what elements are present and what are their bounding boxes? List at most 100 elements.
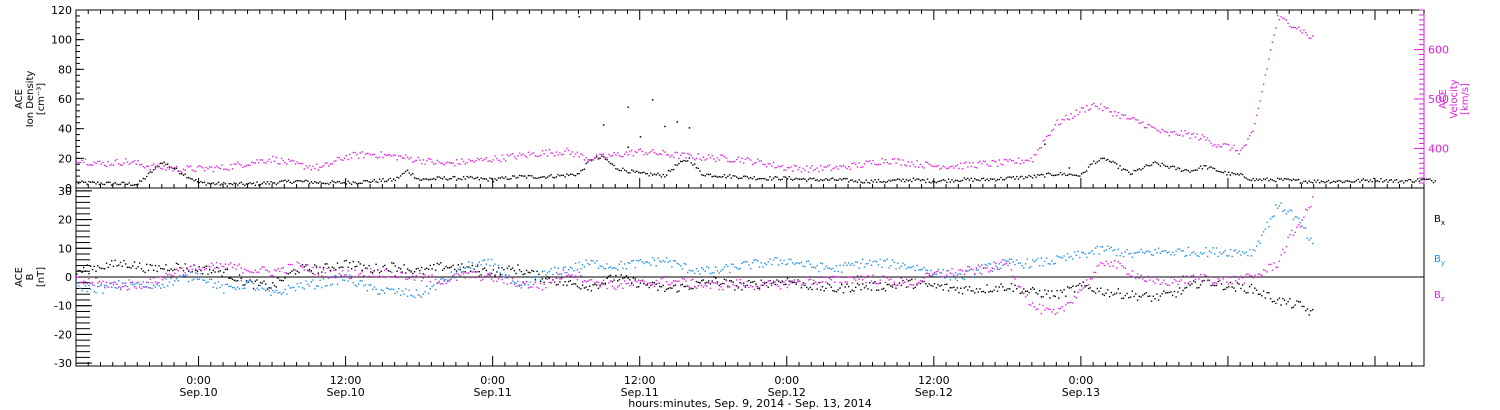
by-point: [821, 263, 824, 265]
bz-point: [392, 276, 395, 278]
velocity-point: [660, 153, 663, 156]
density-point: [202, 181, 204, 184]
density-point: [349, 182, 351, 184]
velocity-point: [594, 156, 596, 159]
velocity-point: [1129, 118, 1132, 120]
bx-point: [230, 277, 232, 279]
bx-point: [249, 279, 251, 281]
density-point: [296, 180, 298, 182]
bz-point: [279, 270, 281, 272]
bz-point: [1241, 277, 1244, 279]
density-point: [536, 177, 538, 180]
bz-point: [1101, 262, 1104, 265]
bx-point: [835, 291, 838, 293]
density-point: [518, 174, 521, 177]
bz-point: [107, 286, 109, 288]
density-point: [490, 178, 493, 180]
density-point: [1413, 181, 1415, 183]
bx-point: [506, 267, 509, 269]
density-point: [1007, 176, 1009, 178]
bz-point: [617, 286, 619, 288]
density-point: [916, 178, 918, 180]
bz-point: [356, 276, 358, 278]
density-point: [534, 177, 537, 179]
bz-point: [81, 281, 83, 283]
bz-point: [373, 275, 375, 278]
bx-point: [371, 271, 374, 274]
bz-point: [734, 284, 736, 287]
velocity-point: [673, 156, 675, 158]
density-point: [942, 179, 944, 181]
by-point: [1166, 252, 1169, 254]
density-point: [84, 181, 87, 183]
bz-point: [329, 270, 332, 273]
by-point: [352, 281, 354, 284]
bx-point: [599, 284, 601, 286]
density-point: [652, 174, 654, 176]
bx-point: [244, 284, 246, 286]
velocity-axis-label-line: [km/s]: [1460, 83, 1471, 115]
by-point: [342, 279, 344, 281]
density-point: [552, 176, 554, 179]
density-point: [280, 180, 283, 182]
bz-point: [214, 267, 216, 269]
density-point: [968, 179, 971, 181]
by-point: [951, 273, 953, 275]
bz-point: [1023, 292, 1025, 295]
bz-point: [683, 278, 685, 280]
by-point: [732, 263, 734, 266]
by-point: [925, 269, 927, 271]
velocity-point: [118, 163, 120, 165]
density-point: [715, 175, 717, 177]
density-point: [1187, 170, 1190, 172]
bz-point: [1296, 226, 1298, 228]
bx-point: [865, 285, 867, 287]
density-point: [622, 167, 624, 169]
density-point: [564, 176, 566, 178]
bz-point: [790, 282, 792, 284]
velocity-point: [163, 165, 165, 167]
bx-point: [394, 265, 396, 267]
by-point: [1229, 249, 1232, 251]
by-point: [1184, 255, 1186, 257]
bz-point: [1054, 313, 1056, 315]
by-point: [487, 258, 489, 261]
bx-point: [102, 267, 104, 270]
bz-point: [928, 274, 930, 276]
bx-point: [312, 272, 314, 275]
by-point: [149, 287, 151, 289]
bx-point: [490, 272, 493, 275]
by-point: [694, 272, 696, 275]
bz-point: [198, 268, 200, 270]
bz-point: [625, 282, 628, 285]
by-point: [245, 282, 248, 284]
by-point: [844, 262, 846, 264]
bz-point: [830, 278, 832, 281]
by-point: [618, 263, 621, 265]
bz-point: [534, 281, 537, 283]
by-point: [1103, 250, 1105, 252]
by-point: [1143, 252, 1146, 254]
bz-point: [800, 284, 803, 286]
by-point: [219, 286, 221, 289]
bx-point: [739, 282, 741, 284]
bz-point: [147, 287, 150, 289]
velocity-point: [702, 156, 705, 158]
by-point: [90, 288, 92, 290]
density-point: [310, 181, 312, 183]
density-point: [1105, 159, 1107, 161]
velocity-point: [1045, 135, 1048, 138]
by-point: [508, 274, 510, 277]
bx-point: [555, 284, 558, 286]
bx-point: [153, 269, 155, 272]
bx-point: [406, 268, 409, 270]
density-point: [1072, 174, 1074, 176]
by-point: [370, 284, 372, 286]
bz-point: [694, 286, 696, 288]
bz-point: [1094, 271, 1097, 274]
bz-point: [559, 278, 561, 280]
density-point: [100, 182, 102, 184]
bx-point: [396, 270, 398, 272]
bx-point: [1124, 294, 1126, 297]
bx-point: [720, 283, 722, 285]
